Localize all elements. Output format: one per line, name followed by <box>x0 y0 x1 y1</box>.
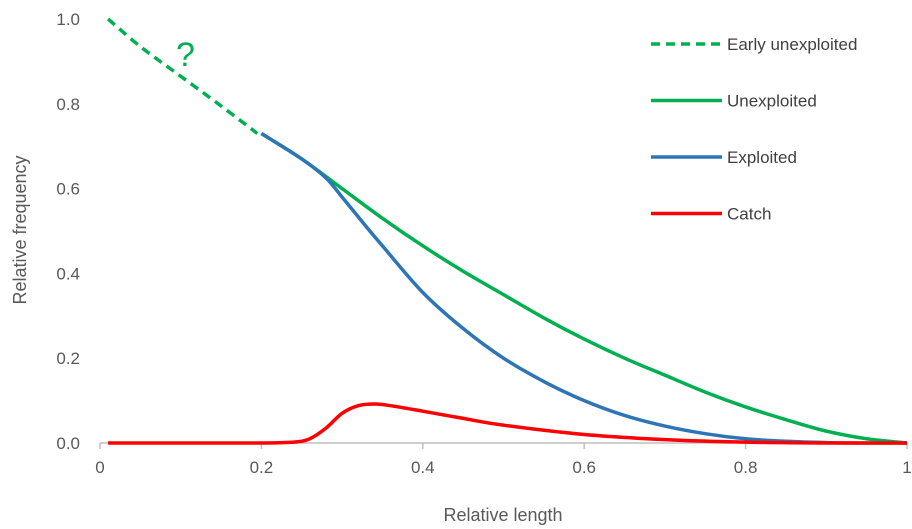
y-tick-label: 0.4 <box>56 264 80 283</box>
series-line-early-unexploited <box>106 17 259 135</box>
series-layer <box>106 17 908 445</box>
y-tick-label: 0.8 <box>56 95 80 114</box>
series-line-catch <box>108 402 908 445</box>
y-tick-label: 0.0 <box>56 434 80 453</box>
x-tick-labels: 0 0.2 0.4 0.6 0.8 1 <box>95 458 911 477</box>
legend-label-unexploited: Unexploited <box>727 92 817 111</box>
legend-label-exploited: Exploited <box>727 148 797 167</box>
series-line-exploited <box>260 131 908 445</box>
legend-label-catch: Catch <box>727 205 771 224</box>
x-tick-label: 0 <box>95 458 104 477</box>
y-axis-title: Relative frequency <box>10 155 30 304</box>
legend: Early unexploited Unexploited Exploited Cat… <box>651 35 857 224</box>
series-line-unexploited <box>260 131 908 445</box>
x-tick-label: 0.2 <box>250 458 274 477</box>
y-tick-label: 0.2 <box>56 349 80 368</box>
x-tick-label: 0.4 <box>411 458 435 477</box>
x-tick-label: 1 <box>902 458 911 477</box>
legend-label-early-unexploited: Early unexploited <box>727 35 857 54</box>
x-tick-label: 0.8 <box>734 458 758 477</box>
x-tick-label: 0.6 <box>572 458 596 477</box>
y-tick-labels: 0.0 0.2 0.4 0.6 0.8 1.0 <box>56 10 80 453</box>
y-tick-label: 1.0 <box>56 10 80 29</box>
y-tick-label: 0.6 <box>56 180 80 199</box>
x-axis-title: Relative length <box>443 505 562 525</box>
question-mark-annotation: ? <box>176 36 195 74</box>
